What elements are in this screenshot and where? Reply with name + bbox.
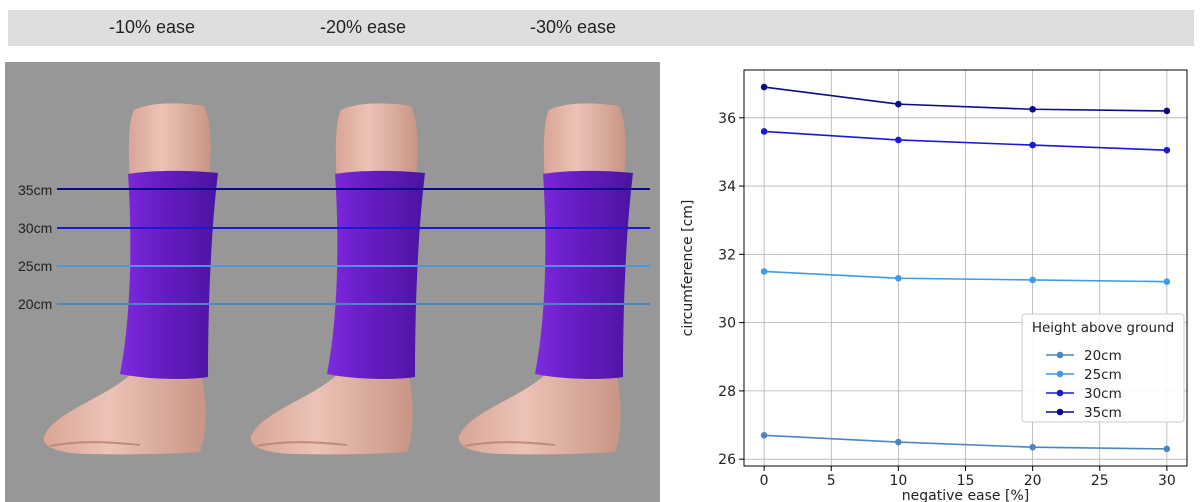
data-point-25cm (760, 268, 768, 275)
legend-entry-25cm: 25cm (1084, 367, 1122, 383)
chart-series (760, 83, 1171, 453)
height-label-20: 20cm (18, 296, 53, 312)
x-tick-label: 30 (1158, 473, 1176, 489)
data-point-30cm (760, 128, 768, 135)
ease-label-30: -30% ease (530, 17, 617, 37)
y-tick-label: 28 (718, 384, 736, 400)
header-bar (8, 10, 1194, 46)
data-point-30cm (895, 136, 902, 144)
legend-entry-20cm: 20cm (1084, 348, 1122, 364)
circumference-chart: 0 5 10 15 20 25 30 26 28 30 32 34 36 negative ease [%… (680, 69, 1188, 502)
data-point-20cm (760, 431, 768, 439)
chart-legend: Height above ground 20cm 25cm 30cm 35cm (1021, 313, 1185, 423)
data-point-25cm (1163, 278, 1171, 285)
legend-swatch-marker (1056, 370, 1064, 378)
x-tick-label: 15 (957, 473, 975, 489)
y-axis-label: circumference [cm] (680, 200, 696, 337)
data-point-20cm (1029, 443, 1036, 451)
y-tick-label: 36 (718, 111, 736, 127)
data-point-35cm (760, 83, 768, 91)
x-tick-label: 5 (827, 473, 836, 489)
data-point-35cm (1029, 105, 1036, 113)
leg-render-panel: 35cm 30cm 25cm 20cm (5, 62, 660, 502)
legend-entry-30cm: 30cm (1084, 386, 1122, 402)
data-point-35cm (1163, 107, 1171, 115)
data-point-30cm (1029, 141, 1036, 149)
y-tick-label: 30 (718, 316, 736, 332)
series-line-25cm (764, 270, 1167, 283)
y-tick-label: 34 (718, 179, 736, 195)
data-point-20cm (895, 438, 902, 446)
data-point-20cm (1163, 445, 1171, 453)
height-label-30: 30cm (18, 220, 53, 236)
legend-swatch-marker (1056, 408, 1064, 416)
height-label-35: 35cm (18, 182, 53, 198)
x-tick-label: 25 (1091, 473, 1109, 489)
data-point-35cm (895, 100, 902, 108)
chart-axes: 0 5 10 15 20 25 30 26 28 30 32 34 36 negative ease [%… (680, 69, 1188, 502)
data-point-30cm (1163, 146, 1171, 154)
series-line-20cm (764, 434, 1167, 450)
legend-entry-35cm: 35cm (1084, 405, 1122, 421)
legend-swatch-marker (1056, 351, 1064, 359)
data-point-25cm (895, 274, 902, 282)
x-tick-label: 10 (889, 473, 907, 489)
x-tick-label: 20 (1024, 473, 1042, 489)
height-label-25: 25cm (18, 258, 53, 274)
leg-render-illustration (42, 102, 650, 456)
ease-label-10: -10% ease (109, 17, 196, 37)
data-point-25cm (1029, 276, 1036, 284)
x-tick-label: 0 (760, 473, 769, 489)
series-line-30cm (764, 130, 1167, 152)
legend-swatch-marker (1056, 389, 1064, 397)
y-tick-label: 32 (718, 247, 736, 263)
ease-label-20: -20% ease (320, 17, 407, 37)
legend-title: Height above ground (1032, 320, 1174, 336)
y-tick-label: 26 (718, 452, 736, 468)
x-axis-label: negative ease [%] (902, 488, 1029, 502)
plot-frame (743, 69, 1188, 467)
series-line-35cm (764, 86, 1167, 112)
